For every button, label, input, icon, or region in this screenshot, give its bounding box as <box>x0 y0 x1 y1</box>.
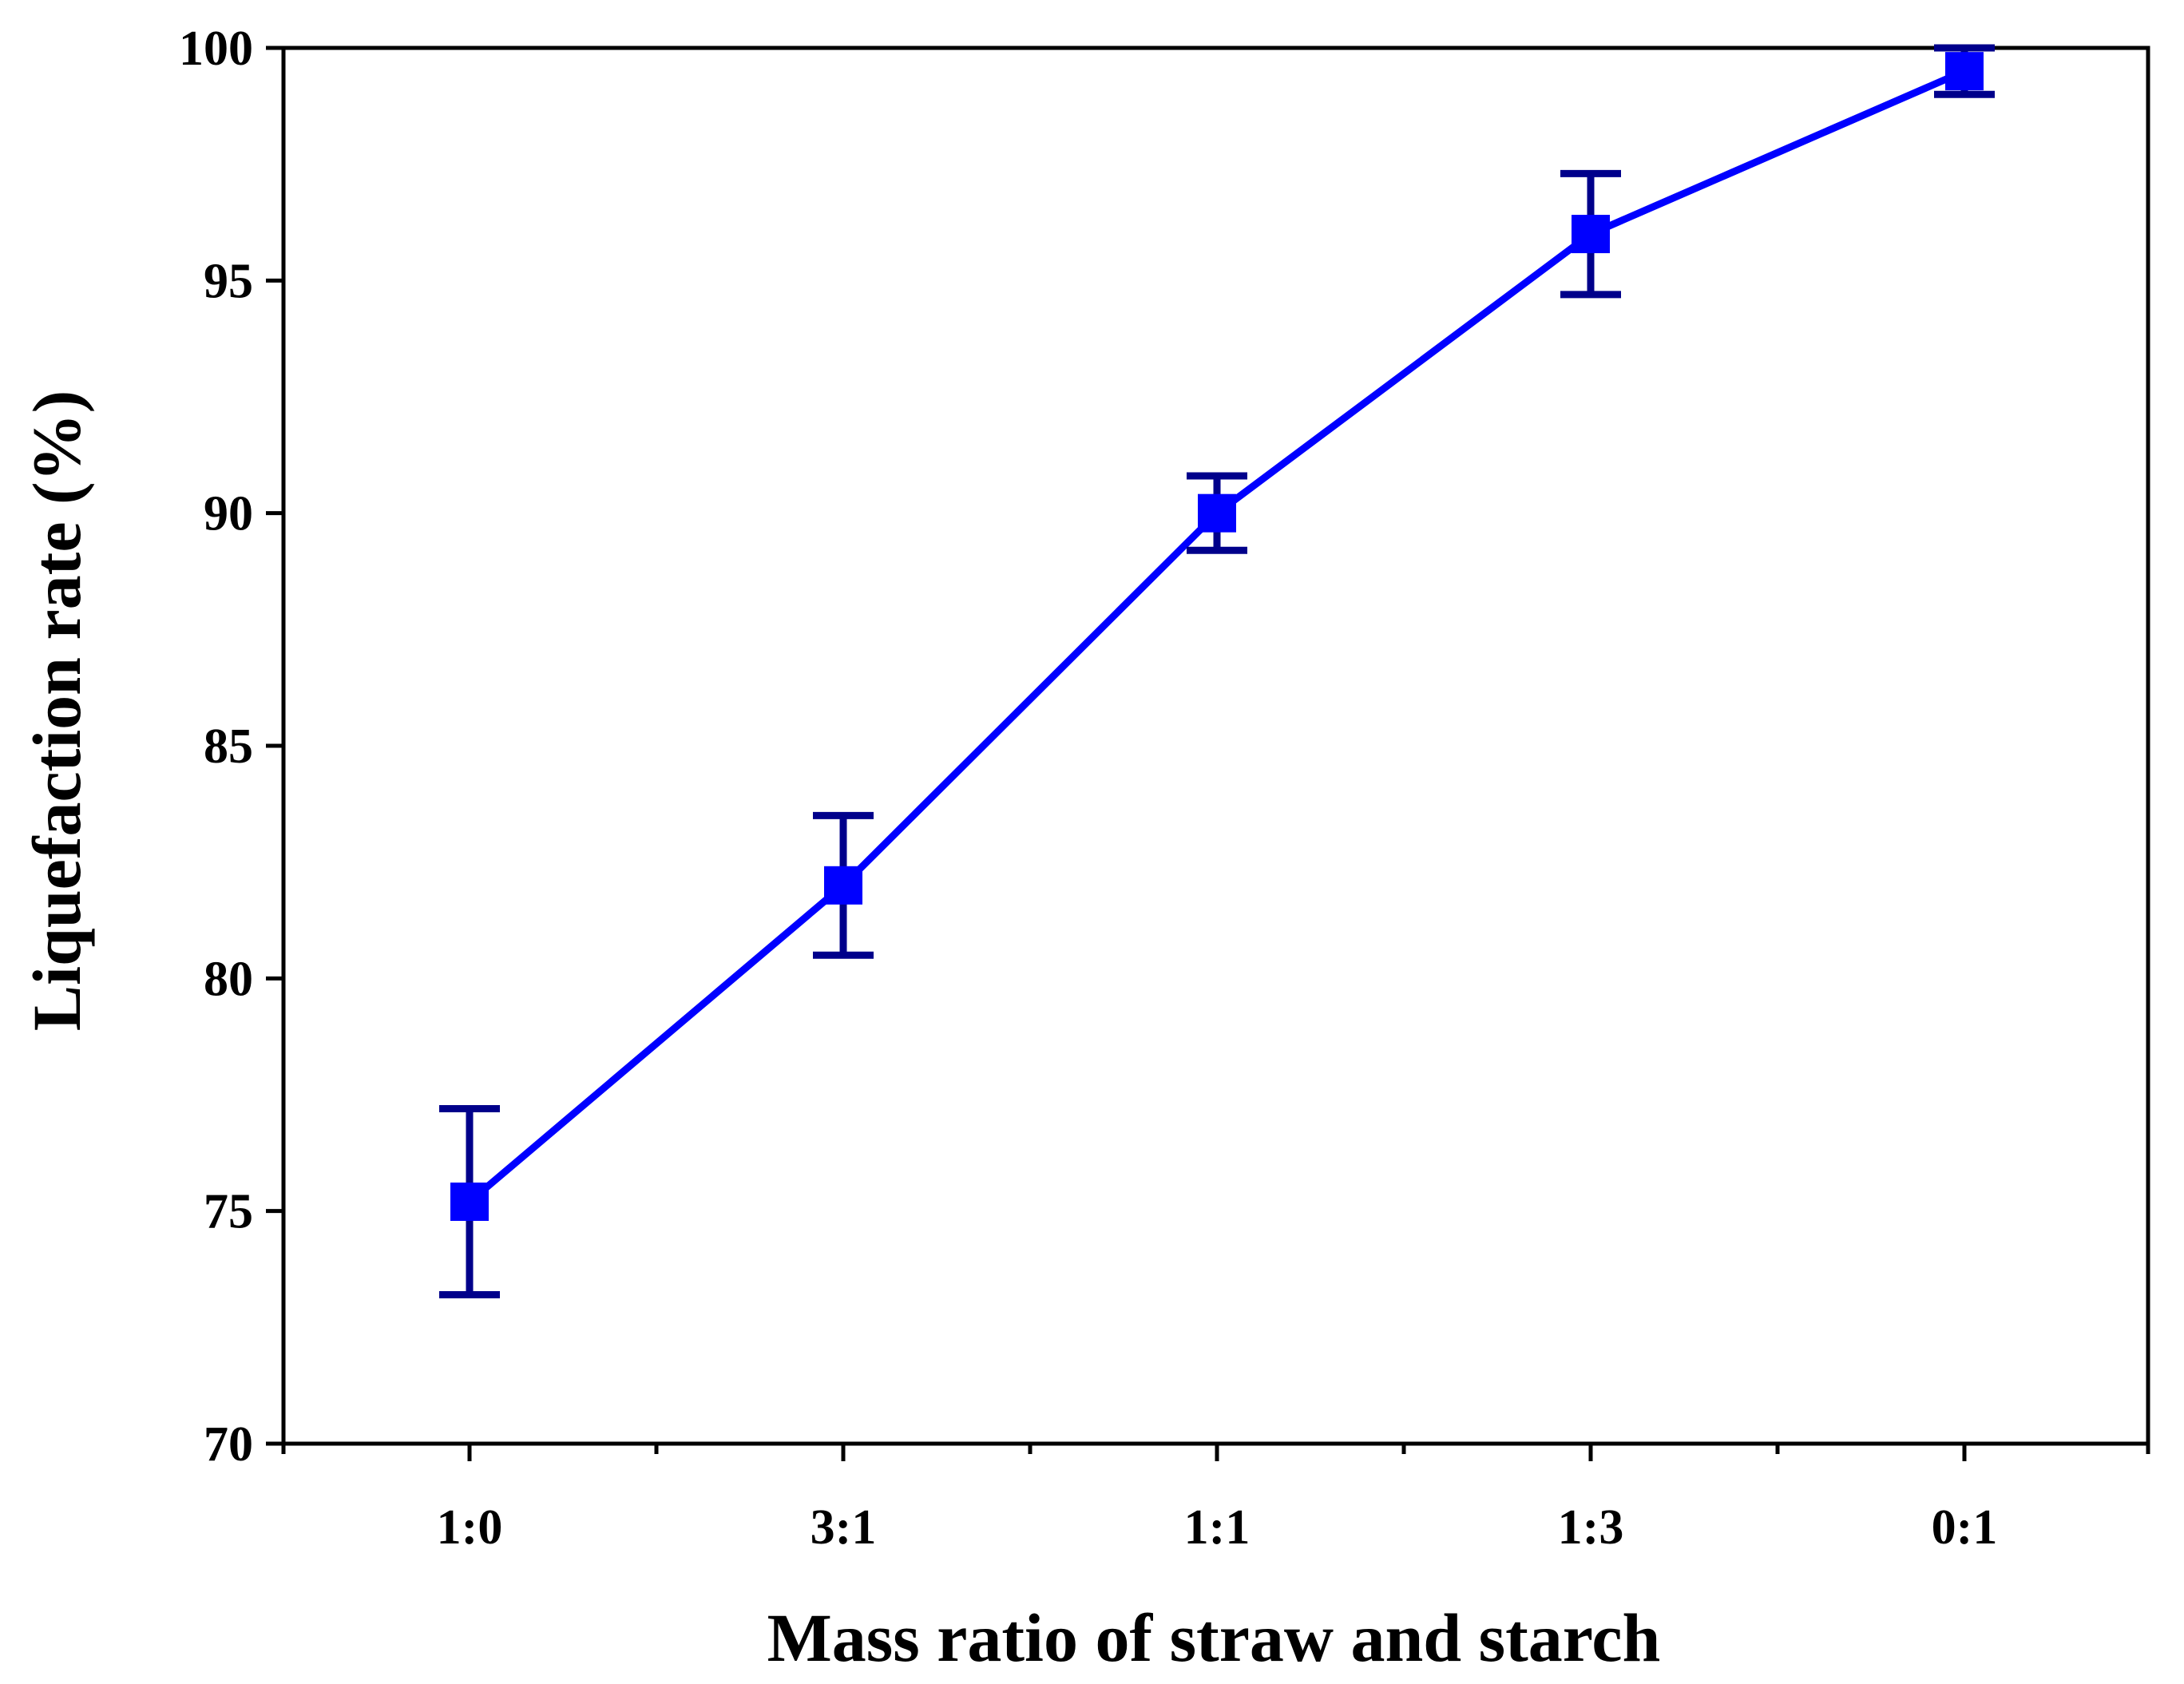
y-tick-label-100: 100 <box>179 22 253 76</box>
y-tick-label-85: 85 <box>204 719 253 774</box>
y-tick-label-70: 70 <box>204 1417 253 1472</box>
series-line-0 <box>466 67 1968 1206</box>
data-point-1:0 <box>450 1183 489 1222</box>
x-tick-label-1:3: 1:3 <box>1558 1500 1624 1555</box>
y-tick-label-75: 75 <box>204 1185 253 1239</box>
x-tick-label-0:1: 0:1 <box>1932 1500 1998 1555</box>
data-point-1:1 <box>1198 493 1236 533</box>
y-tick-label-80: 80 <box>204 952 253 1006</box>
y-tick-label-90: 90 <box>204 487 253 541</box>
x-tick-label-1:0: 1:0 <box>437 1500 503 1555</box>
data-point-1:3 <box>1572 215 1610 254</box>
data-point-0:1 <box>1945 52 1984 91</box>
plot-frame <box>281 46 2150 1446</box>
y-axis-title: Liquefaction rate (%) <box>18 390 95 1032</box>
data-point-3:1 <box>824 866 862 905</box>
x-tick-label-3:1: 3:1 <box>811 1500 877 1555</box>
x-tick-label-1:1: 1:1 <box>1184 1500 1251 1555</box>
y-tick-label-95: 95 <box>204 254 253 308</box>
x-axis-title: Mass ratio of straw and starch <box>767 1599 1661 1676</box>
